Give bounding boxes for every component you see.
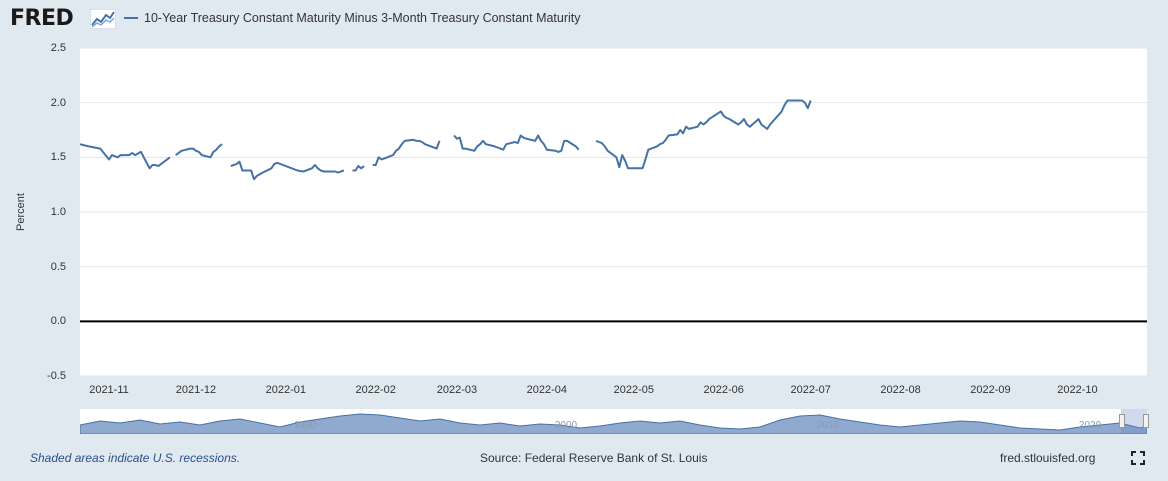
x-tick-label: 2022-08 xyxy=(880,384,921,396)
fullscreen-icon[interactable] xyxy=(1131,451,1145,465)
x-tick-label: 2021-11 xyxy=(89,384,129,396)
x-tick-label: 2022-04 xyxy=(526,384,567,396)
chart-svg xyxy=(80,48,1147,376)
y-tick-label: 2.5 xyxy=(50,42,66,54)
recession-note: Shaded areas indicate U.S. recessions. xyxy=(30,451,241,465)
navigator-sparkline xyxy=(79,413,1148,435)
x-tick-label: 2022-09 xyxy=(970,384,1011,396)
fred-logo[interactable]: FRED xyxy=(10,6,74,31)
legend-label: 10-Year Treasury Constant Maturity Minus… xyxy=(144,11,581,25)
x-tick-label: 2022-05 xyxy=(613,384,654,396)
y-tick-label: -0.5 xyxy=(47,370,66,382)
series-line[interactable] xyxy=(175,143,223,159)
y-tick-label: 2.0 xyxy=(50,96,66,109)
site-link[interactable]: fred.stlouisfed.org xyxy=(1000,451,1096,465)
series-line[interactable] xyxy=(372,138,441,166)
series-line[interactable] xyxy=(595,99,812,170)
y-axis-label: Percent xyxy=(15,193,27,231)
navigator-right-handle[interactable] xyxy=(1143,414,1149,428)
x-tick-label: 2022-02 xyxy=(355,384,396,396)
series-line[interactable] xyxy=(80,143,171,170)
time-navigator[interactable] xyxy=(79,409,1148,435)
chart-plot-area[interactable] xyxy=(80,48,1147,376)
series-line[interactable] xyxy=(352,165,365,172)
y-tick-label: 0.5 xyxy=(50,260,66,273)
series-line[interactable] xyxy=(230,160,345,181)
navigator-year-label: 2010 xyxy=(816,420,840,431)
x-tick-label: 2022-06 xyxy=(703,384,744,396)
x-tick-label: 2021-12 xyxy=(175,384,217,396)
navigator-selection[interactable] xyxy=(1121,409,1147,434)
x-tick-label: 2022-01 xyxy=(265,384,307,396)
source-text: Source: Federal Reserve Bank of St. Loui… xyxy=(480,451,708,465)
legend-line-icon xyxy=(124,17,138,19)
navigator-year-label: 1990 xyxy=(293,420,317,431)
fred-logo-graph-icon xyxy=(90,9,116,29)
x-tick-label: 2022-07 xyxy=(790,384,831,396)
y-tick-label: 1.0 xyxy=(50,206,66,218)
navigator-year-label: 2020 xyxy=(1078,420,1102,431)
y-tick-label: 1.5 xyxy=(50,151,66,164)
navigator-year-label: 2000 xyxy=(554,420,578,431)
x-tick-label: 2022-10 xyxy=(1057,384,1098,396)
navigator-left-handle[interactable] xyxy=(1119,414,1125,428)
y-tick-label: 0.0 xyxy=(50,315,66,328)
x-tick-label: 2022-03 xyxy=(436,384,478,396)
series-line[interactable] xyxy=(453,134,580,153)
chart-legend[interactable]: 10-Year Treasury Constant Maturity Minus… xyxy=(124,11,581,25)
